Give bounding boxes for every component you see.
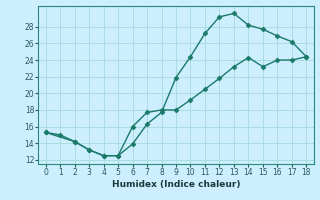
X-axis label: Humidex (Indice chaleur): Humidex (Indice chaleur) (112, 180, 240, 189)
